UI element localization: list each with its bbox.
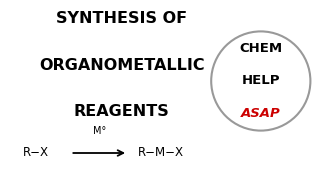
Text: ASAP: ASAP	[241, 107, 281, 120]
Text: REAGENTS: REAGENTS	[74, 104, 170, 119]
Text: CHEM: CHEM	[239, 42, 282, 55]
Text: SYNTHESIS OF: SYNTHESIS OF	[56, 11, 187, 26]
Text: R−M−X: R−M−X	[138, 147, 184, 159]
Text: ORGANOMETALLIC: ORGANOMETALLIC	[39, 58, 204, 73]
Text: M°: M°	[92, 126, 106, 136]
Text: R−X: R−X	[22, 147, 48, 159]
Text: HELP: HELP	[242, 75, 280, 87]
